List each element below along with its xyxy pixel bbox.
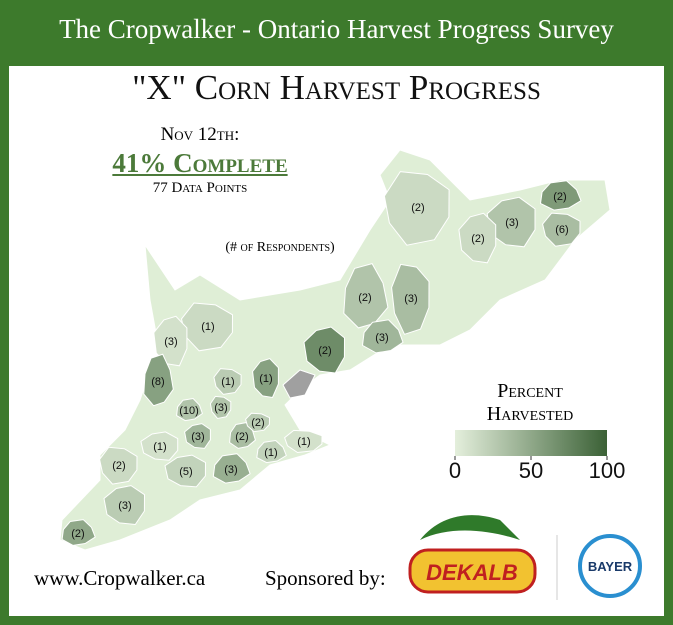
dekalb-logo: DEKALB — [408, 515, 537, 594]
region — [99, 446, 138, 485]
respondents-note: (# of Respondents) — [225, 240, 335, 255]
region — [184, 423, 211, 449]
region — [303, 326, 346, 374]
region-label: (2) — [235, 431, 248, 443]
region-label: (8) — [151, 376, 164, 388]
bayer-text: BAYER — [588, 559, 633, 574]
legend-gradient — [455, 430, 607, 456]
no-data-region — [282, 369, 316, 399]
bayer-logo: BAYER — [578, 534, 642, 598]
legend-tick-label: 0 — [449, 458, 461, 483]
region-label: (1) — [201, 321, 214, 333]
legend-title: Percent Harvested — [486, 380, 574, 425]
header-title: The Cropwalker - Ontario Harvest Progres… — [59, 14, 614, 44]
legend-tick-label: 50 — [519, 458, 543, 483]
region — [180, 302, 234, 352]
region-label: (2) — [251, 417, 264, 429]
region — [542, 212, 581, 247]
region-label: (1) — [264, 447, 277, 459]
region — [486, 196, 536, 248]
region-label: (2) — [318, 345, 331, 357]
region — [103, 485, 146, 526]
region-label: (1) — [221, 376, 234, 388]
region-label: (3) — [224, 464, 237, 476]
dekalb-text: DEKALB — [426, 560, 518, 585]
region-label: (3) — [375, 332, 388, 344]
region — [383, 171, 450, 246]
region — [391, 263, 430, 335]
region-label: (3) — [404, 293, 417, 305]
region — [213, 368, 242, 395]
region-label: (2) — [71, 528, 84, 540]
region — [361, 319, 404, 354]
region — [176, 397, 203, 422]
region — [153, 315, 188, 367]
region-label: (3) — [214, 402, 227, 414]
region — [252, 358, 279, 399]
region — [458, 212, 497, 264]
region — [539, 180, 582, 211]
region-label: (2) — [112, 460, 125, 472]
date: Nov 12th: — [160, 124, 240, 145]
region — [143, 353, 174, 407]
sponsor-text: Sponsored by: — [265, 566, 386, 590]
region — [61, 519, 96, 546]
region — [343, 263, 389, 329]
region-label: (1) — [259, 373, 272, 385]
map-title: "X" Corn Harvest Progress — [132, 68, 541, 107]
region-label: (1) — [153, 441, 166, 453]
region-label: (3) — [118, 500, 131, 512]
region — [212, 453, 251, 484]
region-label: (5) — [179, 466, 192, 478]
region-label: (2) — [411, 202, 424, 214]
region — [140, 431, 179, 461]
region-label: (2) — [358, 292, 371, 304]
region-label: (3) — [505, 217, 518, 229]
region-label: (10) — [179, 405, 199, 417]
data-points: 77 Data Points — [152, 180, 248, 196]
region-label: (2) — [471, 233, 484, 245]
region-label: (1) — [297, 436, 310, 448]
summary: 41% Complete — [112, 148, 288, 178]
region — [256, 439, 287, 464]
region — [164, 454, 207, 488]
region — [245, 412, 271, 433]
region-label: (6) — [555, 224, 568, 236]
region-label: (2) — [553, 191, 566, 203]
legend-tick-label: 100 — [589, 458, 626, 483]
region — [284, 429, 323, 454]
website: www.Cropwalker.ca — [34, 566, 206, 590]
region — [209, 395, 232, 420]
region-label: (3) — [164, 336, 177, 348]
region-label: (3) — [191, 431, 204, 443]
